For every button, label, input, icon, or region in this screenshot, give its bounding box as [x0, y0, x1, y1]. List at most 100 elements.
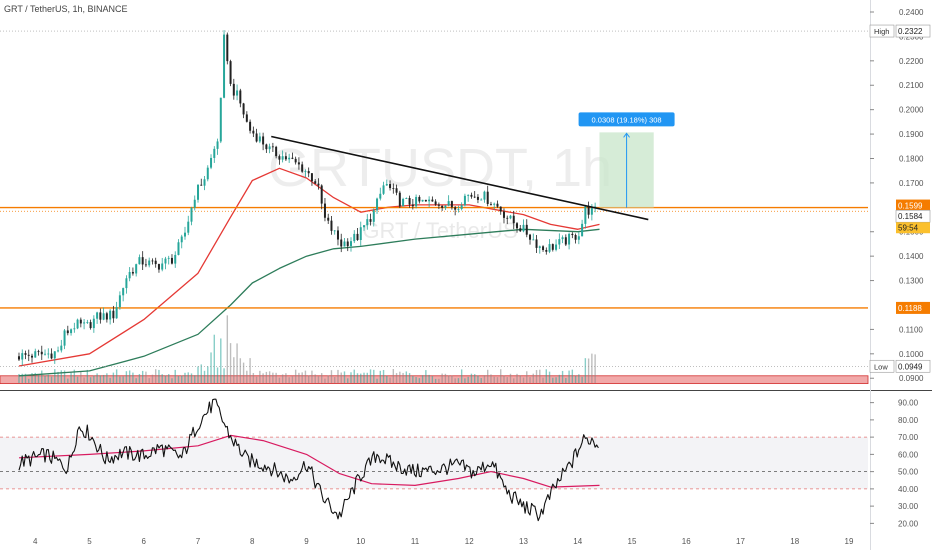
- volume-bar: [164, 375, 167, 383]
- candle-body: [258, 136, 261, 142]
- measure-badge: [578, 112, 675, 127]
- descending-trendline: [271, 135, 649, 221]
- volume-bar: [568, 370, 570, 383]
- candle-body: [525, 224, 528, 235]
- measure-badge-text: 0.0308 (19.18%) 308: [592, 115, 662, 124]
- volume-bar: [317, 376, 320, 383]
- price-tick-label: 0.2200: [899, 57, 924, 66]
- candle-body: [379, 193, 382, 199]
- volume-bar: [356, 373, 359, 383]
- volume-bar: [259, 370, 261, 383]
- volume-bar: [444, 373, 447, 383]
- price-tick-label: 0.1400: [899, 252, 924, 261]
- candle-body: [210, 157, 213, 168]
- candle-body: [532, 239, 535, 241]
- candle-body: [236, 90, 239, 96]
- volume-bar: [324, 378, 326, 383]
- volume-bar: [106, 373, 108, 383]
- candle-body: [148, 260, 151, 266]
- candle-body: [382, 185, 385, 194]
- volume-bar: [535, 370, 538, 383]
- volume-bar: [376, 378, 378, 383]
- candle-body: [346, 241, 349, 247]
- candle-body: [590, 207, 593, 215]
- ma-slow-line: [18, 228, 600, 377]
- candle-body: [50, 353, 53, 359]
- volume-bar: [262, 373, 264, 383]
- candle-body: [180, 236, 183, 243]
- candle-body: [424, 199, 427, 202]
- volume-bar: [555, 377, 557, 383]
- candle-body: [392, 188, 395, 189]
- candle-body: [363, 225, 366, 228]
- date-tick-label: 5: [87, 537, 92, 546]
- candle-body: [200, 184, 203, 186]
- candle-body: [232, 83, 235, 96]
- candle-body: [434, 201, 437, 205]
- volume-bar: [223, 368, 225, 383]
- volume-bar: [154, 369, 157, 383]
- candle-body: [437, 204, 440, 206]
- candle-body: [138, 257, 141, 265]
- volume-bar: [340, 372, 342, 383]
- date-tick-label: 12: [465, 537, 474, 546]
- countdown-badge-text: 59:54: [898, 224, 919, 233]
- date-tick-label: 19: [845, 537, 854, 546]
- candle-body: [128, 271, 131, 279]
- chart-header-title: GRT / TetherUS, 1h, BINANCE: [4, 4, 128, 14]
- volume-bar: [493, 376, 495, 383]
- candle-body: [255, 133, 258, 142]
- volume-bar: [54, 369, 56, 383]
- support-price-badge-text: 0.1188: [898, 304, 922, 313]
- candle-body: [118, 295, 121, 308]
- volume-bar: [213, 334, 215, 383]
- high-label-badge: [869, 24, 895, 38]
- candle-body: [183, 232, 186, 237]
- volume-bar: [197, 366, 199, 383]
- volume-bar: [591, 353, 593, 383]
- rsi-tick-label: 60.00: [898, 450, 919, 459]
- candle-body: [460, 205, 463, 210]
- candle-body: [197, 184, 200, 200]
- volume-bar: [57, 371, 59, 383]
- candle-body: [551, 244, 554, 250]
- candle-body: [34, 351, 37, 358]
- volume-bar: [291, 376, 294, 383]
- candle-body: [294, 158, 297, 163]
- volume-bar: [115, 369, 118, 383]
- candle-body: [265, 144, 268, 150]
- volume-bar: [161, 374, 163, 383]
- candle-body: [493, 203, 496, 205]
- volume-bar: [220, 338, 222, 383]
- candle-body: [411, 204, 414, 207]
- candle-body: [86, 322, 89, 323]
- candle-body: [349, 241, 352, 247]
- candle-body: [512, 215, 515, 224]
- volume-bar: [399, 371, 401, 383]
- candle-body: [281, 156, 284, 160]
- volume-bar: [298, 372, 300, 383]
- volume-bar: [246, 370, 248, 383]
- candle-body: [402, 198, 405, 207]
- price-tick-label: 0.1100: [899, 325, 923, 334]
- volume-bar: [487, 369, 489, 383]
- volume-bar: [168, 374, 170, 383]
- volume-bar: [18, 373, 20, 383]
- volume-bar: [464, 378, 466, 383]
- candle-body: [447, 201, 450, 206]
- volume-bar: [382, 369, 385, 383]
- volume-bar: [415, 377, 417, 383]
- candle-body: [421, 199, 424, 202]
- volume-bar: [516, 373, 518, 383]
- volume-bar: [434, 378, 437, 383]
- volume-bar: [425, 370, 427, 383]
- candle-body: [304, 171, 307, 172]
- date-tick-label: 15: [628, 537, 637, 546]
- volume-bar: [60, 370, 63, 383]
- candle-body: [167, 257, 170, 259]
- candle-body: [522, 224, 525, 232]
- volume-bar: [314, 374, 316, 383]
- volume-bar: [480, 378, 482, 383]
- volume-bar: [529, 377, 531, 383]
